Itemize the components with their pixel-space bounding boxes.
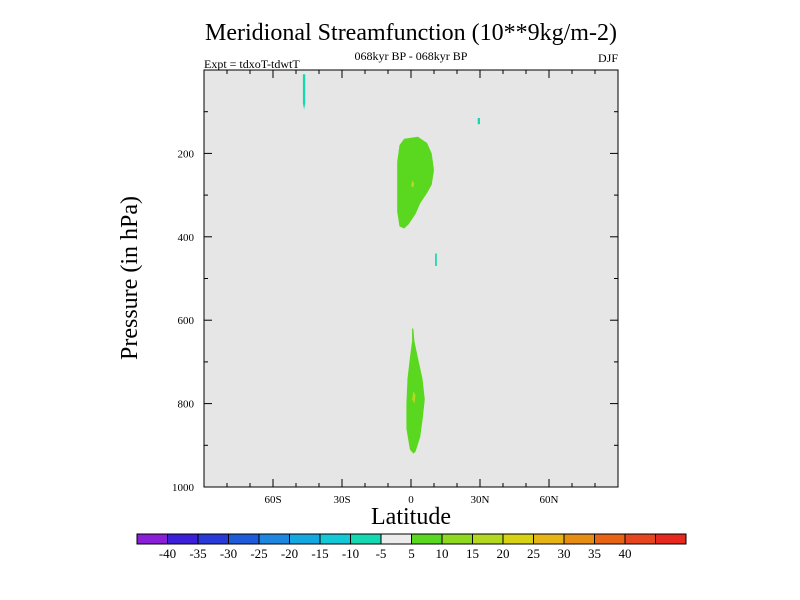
colorbar-swatch <box>320 534 351 544</box>
colorbar-label: -30 <box>220 546 237 561</box>
y-tick-label: 800 <box>178 399 195 411</box>
colorbar-label: 20 <box>497 546 510 561</box>
colorbar-label: 5 <box>408 546 415 561</box>
colorbar-swatch <box>656 534 687 544</box>
x-tick-label: 30S <box>333 494 350 506</box>
colorbar-label: -40 <box>159 546 176 561</box>
colorbar-label: 25 <box>527 546 540 561</box>
colorbar-swatch <box>412 534 443 544</box>
x-tick-label: 60N <box>540 494 559 506</box>
colorbar-swatch <box>290 534 321 544</box>
colorbar-label: -20 <box>281 546 298 561</box>
colorbar: -40 -35 -30 -25 -20 -15 -10 -5 5 10 15 20 25 30 35 40 <box>137 534 686 561</box>
x-tick-label: 30N <box>471 494 490 506</box>
colorbar-swatch <box>229 534 260 544</box>
mid-negative-dot <box>435 254 437 267</box>
colorbar-swatch <box>534 534 565 544</box>
x-axis-label: Latitude <box>371 504 451 530</box>
y-axis-label: Pressure (in hPa) <box>117 196 143 360</box>
colorbar-label: 15 <box>466 546 479 561</box>
colorbar-swatch <box>442 534 473 544</box>
chart-subtitle: 068kyr BP - 068kyr BP <box>355 49 468 63</box>
experiment-label: Expt = tdxoT-tdwtT <box>204 57 300 71</box>
colorbar-label: 10 <box>436 546 449 561</box>
colorbar-swatch <box>503 534 534 544</box>
colorbar-swatch <box>351 534 382 544</box>
y-tick-label: 200 <box>178 148 195 160</box>
colorbar-swatch <box>473 534 504 544</box>
season-label: DJF <box>598 51 618 65</box>
colorbar-label: -35 <box>189 546 206 561</box>
colorbar-swatch <box>595 534 626 544</box>
streamfunction-chart: Meridional Streamfunction (10**9kg/m-2) … <box>0 0 800 600</box>
colorbar-swatch <box>198 534 229 544</box>
colorbar-swatch <box>259 534 290 544</box>
southern-negative-streak <box>303 74 305 109</box>
colorbar-swatch <box>625 534 656 544</box>
colorbar-swatch <box>137 534 168 544</box>
x-tick-label: 60S <box>264 494 281 506</box>
colorbar-label: -25 <box>250 546 267 561</box>
colorbar-label: 35 <box>588 546 601 561</box>
y-tick-label: 1000 <box>172 482 195 494</box>
y-tick-label: 600 <box>178 315 195 327</box>
colorbar-label: 40 <box>619 546 632 561</box>
colorbar-label: -10 <box>342 546 359 561</box>
colorbar-label: 30 <box>558 546 571 561</box>
y-tick-label: 400 <box>178 232 195 244</box>
colorbar-label: -5 <box>376 546 387 561</box>
northern-negative-dot <box>478 118 480 124</box>
colorbar-swatch <box>168 534 199 544</box>
colorbar-swatch <box>381 534 412 544</box>
colorbar-swatch <box>564 534 595 544</box>
colorbar-label: -15 <box>311 546 328 561</box>
chart-title: Meridional Streamfunction (10**9kg/m-2) <box>205 20 617 46</box>
